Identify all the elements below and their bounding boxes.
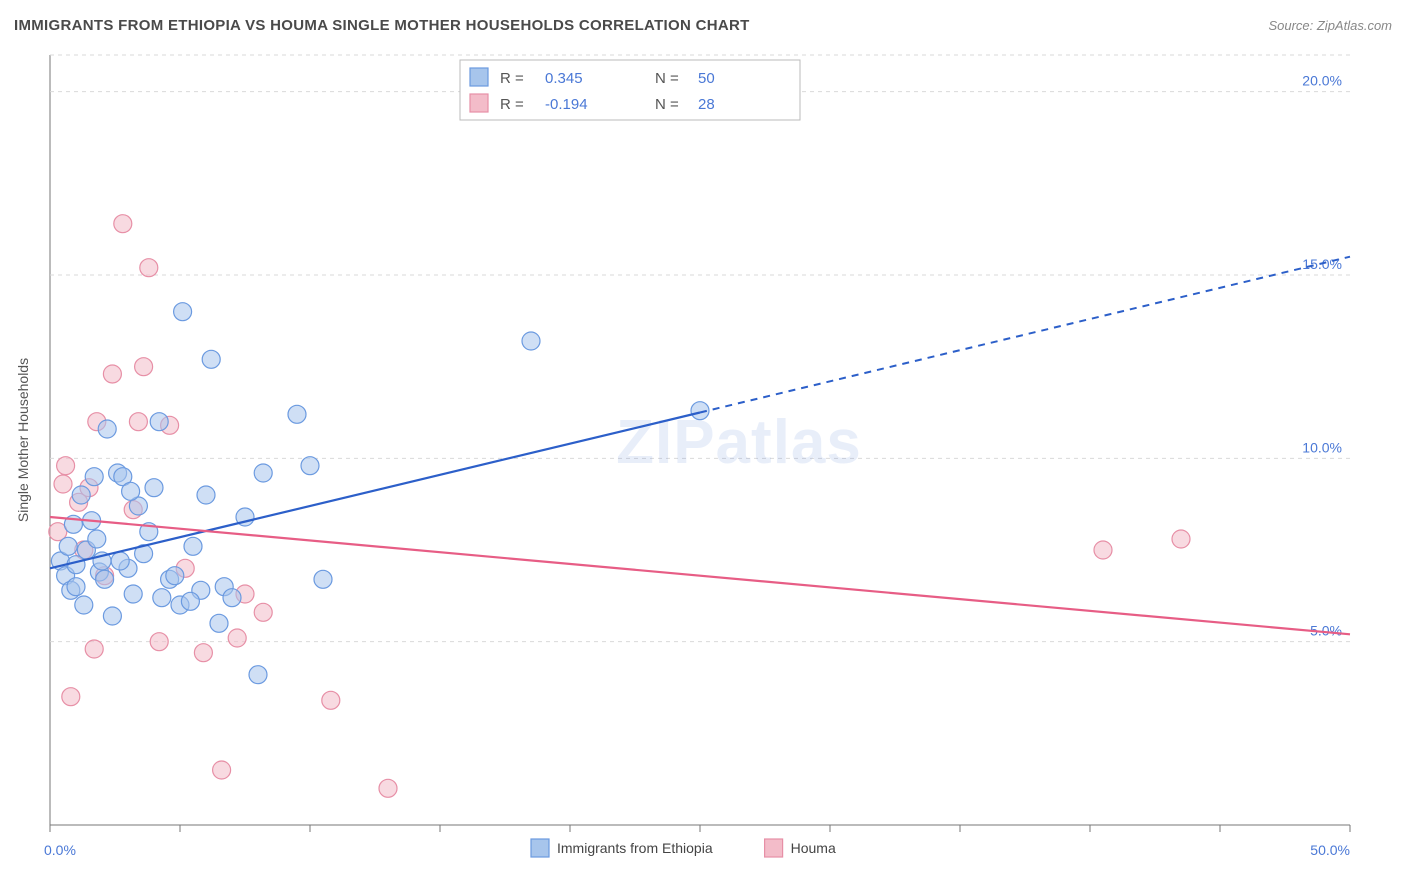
data-point-a xyxy=(145,479,163,497)
chart-svg: IMMIGRANTS FROM ETHIOPIA VS HOUMA SINGLE… xyxy=(0,0,1406,892)
data-point-a xyxy=(184,537,202,555)
data-point-a xyxy=(202,350,220,368)
data-point-b xyxy=(379,779,397,797)
data-point-b xyxy=(103,365,121,383)
data-point-b xyxy=(85,640,103,658)
data-point-b xyxy=(1172,530,1190,548)
y-axis-title: Single Mother Households xyxy=(15,358,31,522)
data-point-b xyxy=(114,215,132,233)
data-point-a xyxy=(98,420,116,438)
data-point-a xyxy=(314,570,332,588)
data-point-b xyxy=(213,761,231,779)
stats-n-label: N = xyxy=(655,70,679,87)
trend-line-b xyxy=(50,517,1350,634)
data-point-b xyxy=(62,688,80,706)
data-point-a xyxy=(181,592,199,610)
data-point-a xyxy=(174,303,192,321)
data-point-a xyxy=(223,589,241,607)
correlation-chart: IMMIGRANTS FROM ETHIOPIA VS HOUMA SINGLE… xyxy=(0,0,1406,892)
data-point-a xyxy=(67,578,85,596)
legend-label-a: Immigrants from Ethiopia xyxy=(557,840,713,856)
data-point-a xyxy=(254,464,272,482)
data-point-a xyxy=(59,537,77,555)
data-point-b xyxy=(135,358,153,376)
stats-n-label: N = xyxy=(655,96,679,113)
data-point-b xyxy=(254,603,272,621)
data-point-a xyxy=(197,486,215,504)
x-tick-label: 50.0% xyxy=(1310,842,1350,858)
data-point-a xyxy=(210,614,228,632)
data-point-b xyxy=(322,691,340,709)
data-point-a xyxy=(88,530,106,548)
stats-swatch-b xyxy=(470,94,488,112)
data-point-a xyxy=(249,666,267,684)
data-point-a xyxy=(85,468,103,486)
stats-swatch-a xyxy=(470,68,488,86)
data-point-a xyxy=(72,486,90,504)
data-point-a xyxy=(124,585,142,603)
legend-swatch-a xyxy=(531,839,549,857)
data-point-a xyxy=(75,596,93,614)
data-point-a xyxy=(96,570,114,588)
data-point-b xyxy=(54,475,72,493)
data-point-b xyxy=(1094,541,1112,559)
data-point-a xyxy=(111,552,129,570)
watermark: ZIPatlas xyxy=(616,408,862,477)
legend-label-b: Houma xyxy=(791,840,836,856)
data-point-b xyxy=(228,629,246,647)
y-tick-label: 20.0% xyxy=(1302,73,1342,89)
stats-r-label: R = xyxy=(500,96,524,113)
data-point-a xyxy=(122,482,140,500)
data-point-b xyxy=(129,413,147,431)
data-point-a xyxy=(288,405,306,423)
data-point-b xyxy=(140,259,158,277)
stats-r-value-a: 0.345 xyxy=(545,70,583,87)
legend-swatch-b xyxy=(765,839,783,857)
y-tick-label: 10.0% xyxy=(1302,439,1342,455)
data-point-b xyxy=(194,644,212,662)
data-point-a xyxy=(522,332,540,350)
chart-title: IMMIGRANTS FROM ETHIOPIA VS HOUMA SINGLE… xyxy=(14,17,750,34)
data-point-b xyxy=(150,633,168,651)
source-label: Source: ZipAtlas.com xyxy=(1268,18,1392,33)
stats-r-value-b: -0.194 xyxy=(545,96,588,113)
data-point-a xyxy=(150,413,168,431)
data-point-a xyxy=(166,567,184,585)
data-point-a xyxy=(103,607,121,625)
data-point-b xyxy=(57,457,75,475)
stats-n-value-b: 28 xyxy=(698,96,715,113)
stats-r-label: R = xyxy=(500,70,524,87)
stats-n-value-a: 50 xyxy=(698,70,715,87)
data-point-a xyxy=(153,589,171,607)
trend-line-a-dashed xyxy=(700,257,1350,413)
x-tick-label: 0.0% xyxy=(44,842,76,858)
data-point-a xyxy=(301,457,319,475)
